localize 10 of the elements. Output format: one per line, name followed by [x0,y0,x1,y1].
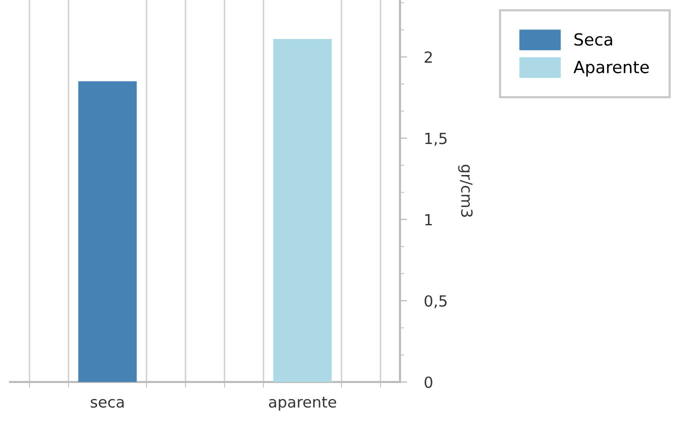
y-tick-label: 0,5 [424,295,447,308]
y-tick-label: 2 [424,51,432,63]
y-tick-label: 1,5 [425,132,447,146]
legend-label: Aparente [574,60,649,77]
y-tick-label: 0 [424,376,432,388]
y-tick-label: 1 [425,214,432,226]
x-tick-label: seca [90,398,124,408]
x-tick-label: aparente [269,396,336,411]
legend-label: Seca [574,33,612,46]
y-axis-title: gr/cm3 [458,164,473,217]
